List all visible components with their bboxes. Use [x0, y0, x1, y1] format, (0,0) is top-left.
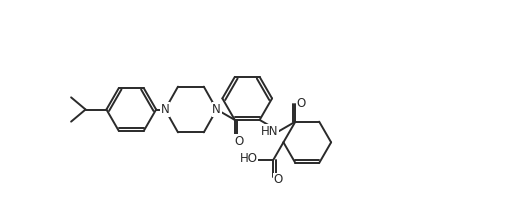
Text: HO: HO [239, 152, 257, 164]
Text: HN: HN [260, 125, 278, 138]
Text: O: O [273, 173, 282, 186]
Text: O: O [234, 135, 243, 148]
Text: O: O [296, 97, 306, 110]
Text: N: N [161, 103, 169, 116]
Text: N: N [212, 103, 221, 116]
